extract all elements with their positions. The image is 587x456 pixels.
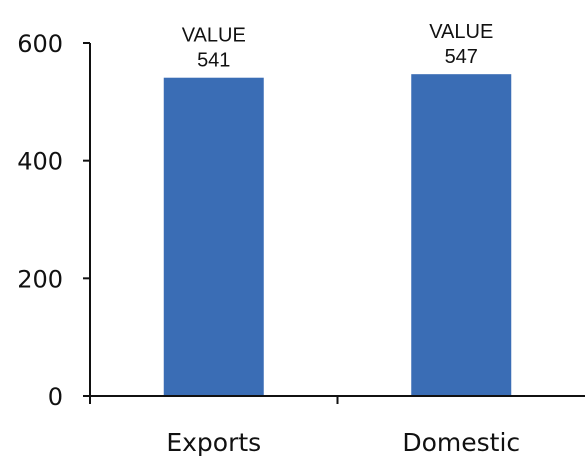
x-axis-ticks: Exports Domestic xyxy=(89,396,520,456)
bar-exports xyxy=(163,77,264,396)
data-label-value: 547 xyxy=(445,46,478,68)
bar-domestic xyxy=(411,74,512,396)
y-tick-label: 200 xyxy=(17,265,63,293)
data-labels: VALUE 541 VALUE 547 xyxy=(182,21,494,72)
data-label-caption: VALUE xyxy=(182,25,246,47)
x-tick-label: Exports xyxy=(166,428,261,456)
y-axis-ticks: 0 200 400 600 xyxy=(17,30,90,411)
data-label-caption: VALUE xyxy=(429,21,493,43)
x-tick-label: Domestic xyxy=(402,428,520,456)
y-tick-label: 400 xyxy=(17,148,63,176)
bars xyxy=(163,74,512,396)
y-tick-label: 0 xyxy=(48,383,63,411)
y-tick-label: 600 xyxy=(17,30,63,58)
data-label-value: 541 xyxy=(197,50,230,72)
